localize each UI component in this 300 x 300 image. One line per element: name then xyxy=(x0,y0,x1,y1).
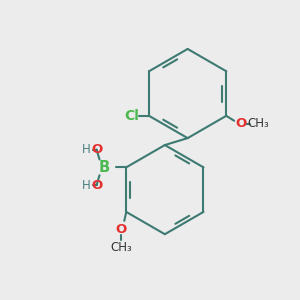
Text: Cl: Cl xyxy=(124,109,139,123)
Text: O: O xyxy=(116,223,127,236)
Text: CH₃: CH₃ xyxy=(110,241,132,254)
Text: O: O xyxy=(91,143,102,156)
Text: O: O xyxy=(236,117,247,130)
Text: H: H xyxy=(82,143,91,156)
Text: H: H xyxy=(82,179,91,192)
Text: CH₃: CH₃ xyxy=(247,117,269,130)
Text: O: O xyxy=(91,179,102,192)
Text: B: B xyxy=(99,160,110,175)
